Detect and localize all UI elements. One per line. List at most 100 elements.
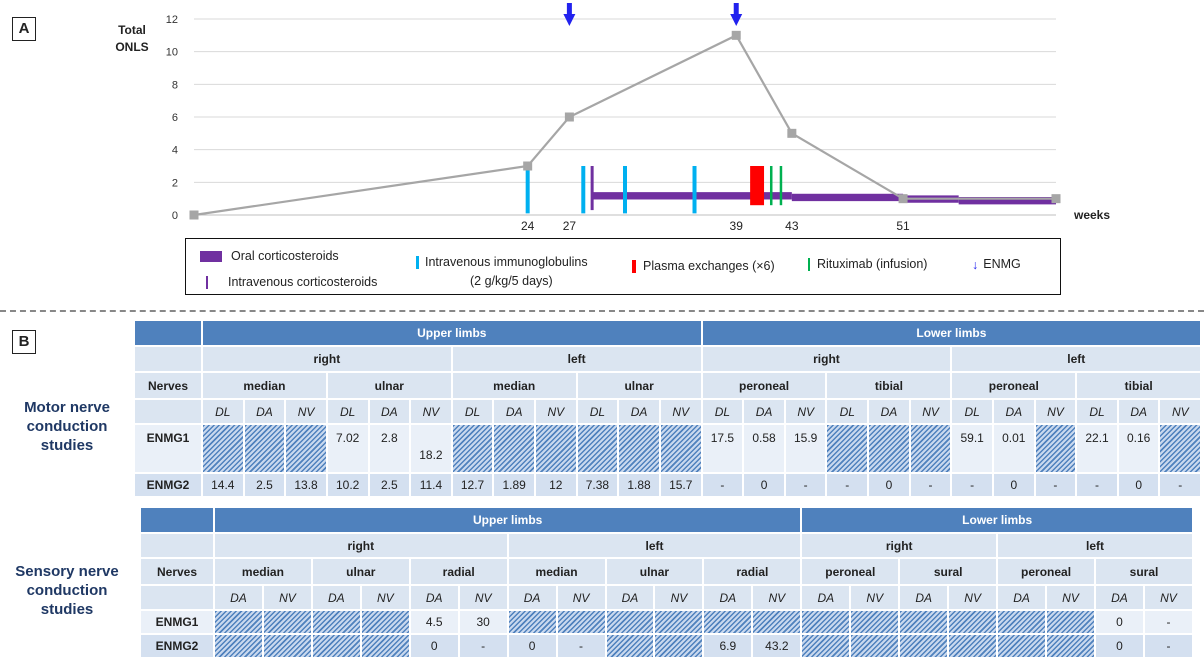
upper-limbs-header: Upper limbs bbox=[215, 508, 801, 532]
param-header-da: DA bbox=[1118, 400, 1159, 423]
side-header-left: left bbox=[452, 347, 701, 371]
rituximab-mark bbox=[769, 166, 773, 206]
not-done-cell bbox=[557, 611, 605, 633]
param-header-nv: NV bbox=[1144, 586, 1192, 609]
legend-iv-cortico: Intravenous corticosteroids bbox=[206, 275, 377, 290]
data-row-enmg1: ENMG1 4.5 30 0- bbox=[141, 611, 1192, 633]
onls-point bbox=[523, 161, 533, 171]
row-label: ENMG2 bbox=[135, 474, 201, 496]
params-header-row: DA NV DA NV DA NV DA NV DA NV DA NV DA NV DA NV DA NV DA NV bbox=[141, 586, 1192, 609]
nerve-header-median: median bbox=[215, 559, 311, 584]
param-header-da: DA bbox=[312, 586, 360, 609]
value-cell: 22.1 bbox=[1077, 425, 1117, 472]
not-done-cell bbox=[900, 635, 948, 657]
param-header-dl: DL bbox=[577, 400, 618, 423]
row-label: ENMG1 bbox=[135, 425, 201, 472]
value-cell: 11.4 bbox=[411, 474, 451, 496]
value-cell: 14.4 bbox=[203, 474, 243, 496]
not-done-cell bbox=[286, 425, 326, 472]
param-header-nv: NV bbox=[753, 586, 801, 609]
onls-point bbox=[898, 194, 908, 204]
value-cell: - bbox=[557, 635, 605, 657]
not-done-cell bbox=[851, 611, 899, 633]
param-header-nv: NV bbox=[1047, 586, 1094, 609]
sides-header-row: right left right left bbox=[141, 534, 1192, 557]
enmg-arrow-shaft bbox=[733, 3, 739, 15]
x-tick-label: 27 bbox=[563, 219, 577, 233]
oral-corticosteroid-bar bbox=[958, 197, 1056, 205]
corner-cell bbox=[135, 347, 201, 371]
value-cell: 2.8 bbox=[369, 425, 410, 472]
not-done-cell bbox=[998, 635, 1046, 657]
param-header-da: DA bbox=[508, 586, 556, 609]
legend-oral-label: Oral corticosteroids bbox=[231, 249, 339, 263]
value-cell: 0.16 bbox=[1118, 425, 1159, 472]
panel-b-label: B bbox=[12, 330, 36, 354]
value-cell: 1.89 bbox=[494, 474, 534, 496]
not-done-cell bbox=[900, 611, 948, 633]
nerve-header-radial: radial bbox=[410, 559, 507, 584]
value-cell: 10.2 bbox=[327, 474, 368, 496]
not-done-cell bbox=[998, 611, 1046, 633]
enmg-arrow-head bbox=[563, 14, 576, 26]
param-header-da: DA bbox=[744, 400, 784, 423]
not-done-cell bbox=[1160, 425, 1201, 472]
y-axis-label: Total bbox=[118, 23, 146, 37]
not-done-cell bbox=[704, 611, 752, 633]
value-cell: 6.9 bbox=[704, 635, 752, 657]
sensory-side-label: Sensory nerve conduction studies bbox=[0, 562, 134, 619]
param-header-dl: DL bbox=[327, 400, 368, 423]
side-header-right: right bbox=[215, 534, 507, 557]
nerve-header-ulnar: ulnar bbox=[606, 559, 703, 584]
not-done-cell bbox=[949, 635, 997, 657]
not-done-cell bbox=[1047, 635, 1094, 657]
chart-legend: Oral corticosteroids Intravenous cortico… bbox=[185, 238, 1061, 295]
motor-label-line3: studies bbox=[40, 437, 94, 454]
onls-point bbox=[1051, 194, 1061, 204]
not-done-cell bbox=[508, 611, 556, 633]
param-header-nv: NV bbox=[459, 586, 507, 609]
param-header-da: DA bbox=[244, 400, 285, 423]
value-cell: - bbox=[1077, 474, 1117, 496]
not-done-cell bbox=[655, 611, 703, 633]
param-header-da: DA bbox=[606, 586, 654, 609]
legend-ivig-label: Intravenous immunoglobulins bbox=[425, 255, 588, 269]
nerve-header-radial: radial bbox=[704, 559, 801, 584]
corner-cell bbox=[141, 508, 213, 532]
value-cell: 17.5 bbox=[702, 425, 743, 472]
not-done-cell bbox=[1035, 425, 1076, 472]
oral-corticosteroid-bar bbox=[591, 192, 792, 200]
enmg-arrow-head bbox=[730, 14, 743, 26]
row-label: ENMG2 bbox=[141, 635, 213, 657]
side-header-left: left bbox=[998, 534, 1192, 557]
legend-plex-label: Plasma exchanges (×6) bbox=[643, 259, 775, 273]
nerve-header-tibial: tibial bbox=[827, 373, 951, 398]
not-done-cell bbox=[655, 635, 703, 657]
legend-enmg: ↓ ENMG bbox=[972, 257, 1021, 272]
corner-cell bbox=[141, 586, 213, 609]
legend-ivig-dose: (2 g/kg/5 days) bbox=[470, 274, 553, 288]
value-cell: 12 bbox=[536, 474, 576, 496]
value-cell: 0 bbox=[744, 474, 784, 496]
value-cell: 13.8 bbox=[286, 474, 326, 496]
onls-point bbox=[787, 128, 797, 138]
value-cell: 0 bbox=[508, 635, 556, 657]
param-header-nv: NV bbox=[660, 400, 701, 423]
nerve-header-peroneal: peroneal bbox=[952, 373, 1076, 398]
lower-limbs-header: Lower limbs bbox=[702, 321, 1201, 345]
value-cell: 12.7 bbox=[452, 474, 493, 496]
iv-corticosteroid-mark bbox=[590, 166, 594, 211]
not-done-cell bbox=[1047, 611, 1094, 633]
value-cell: - bbox=[952, 474, 992, 496]
value-cell: 4.5 bbox=[410, 611, 458, 633]
not-done-cell bbox=[869, 425, 909, 472]
legend-rituximab-label: Rituximab (infusion) bbox=[817, 257, 928, 271]
corner-cell bbox=[141, 534, 213, 557]
value-cell: - bbox=[459, 635, 507, 657]
value-cell: 30 bbox=[459, 611, 507, 633]
param-header-da: DA bbox=[900, 586, 948, 609]
nerve-header-median: median bbox=[203, 373, 326, 398]
value-cell: 15.9 bbox=[785, 425, 826, 472]
value-cell: 18.2 bbox=[411, 425, 451, 472]
